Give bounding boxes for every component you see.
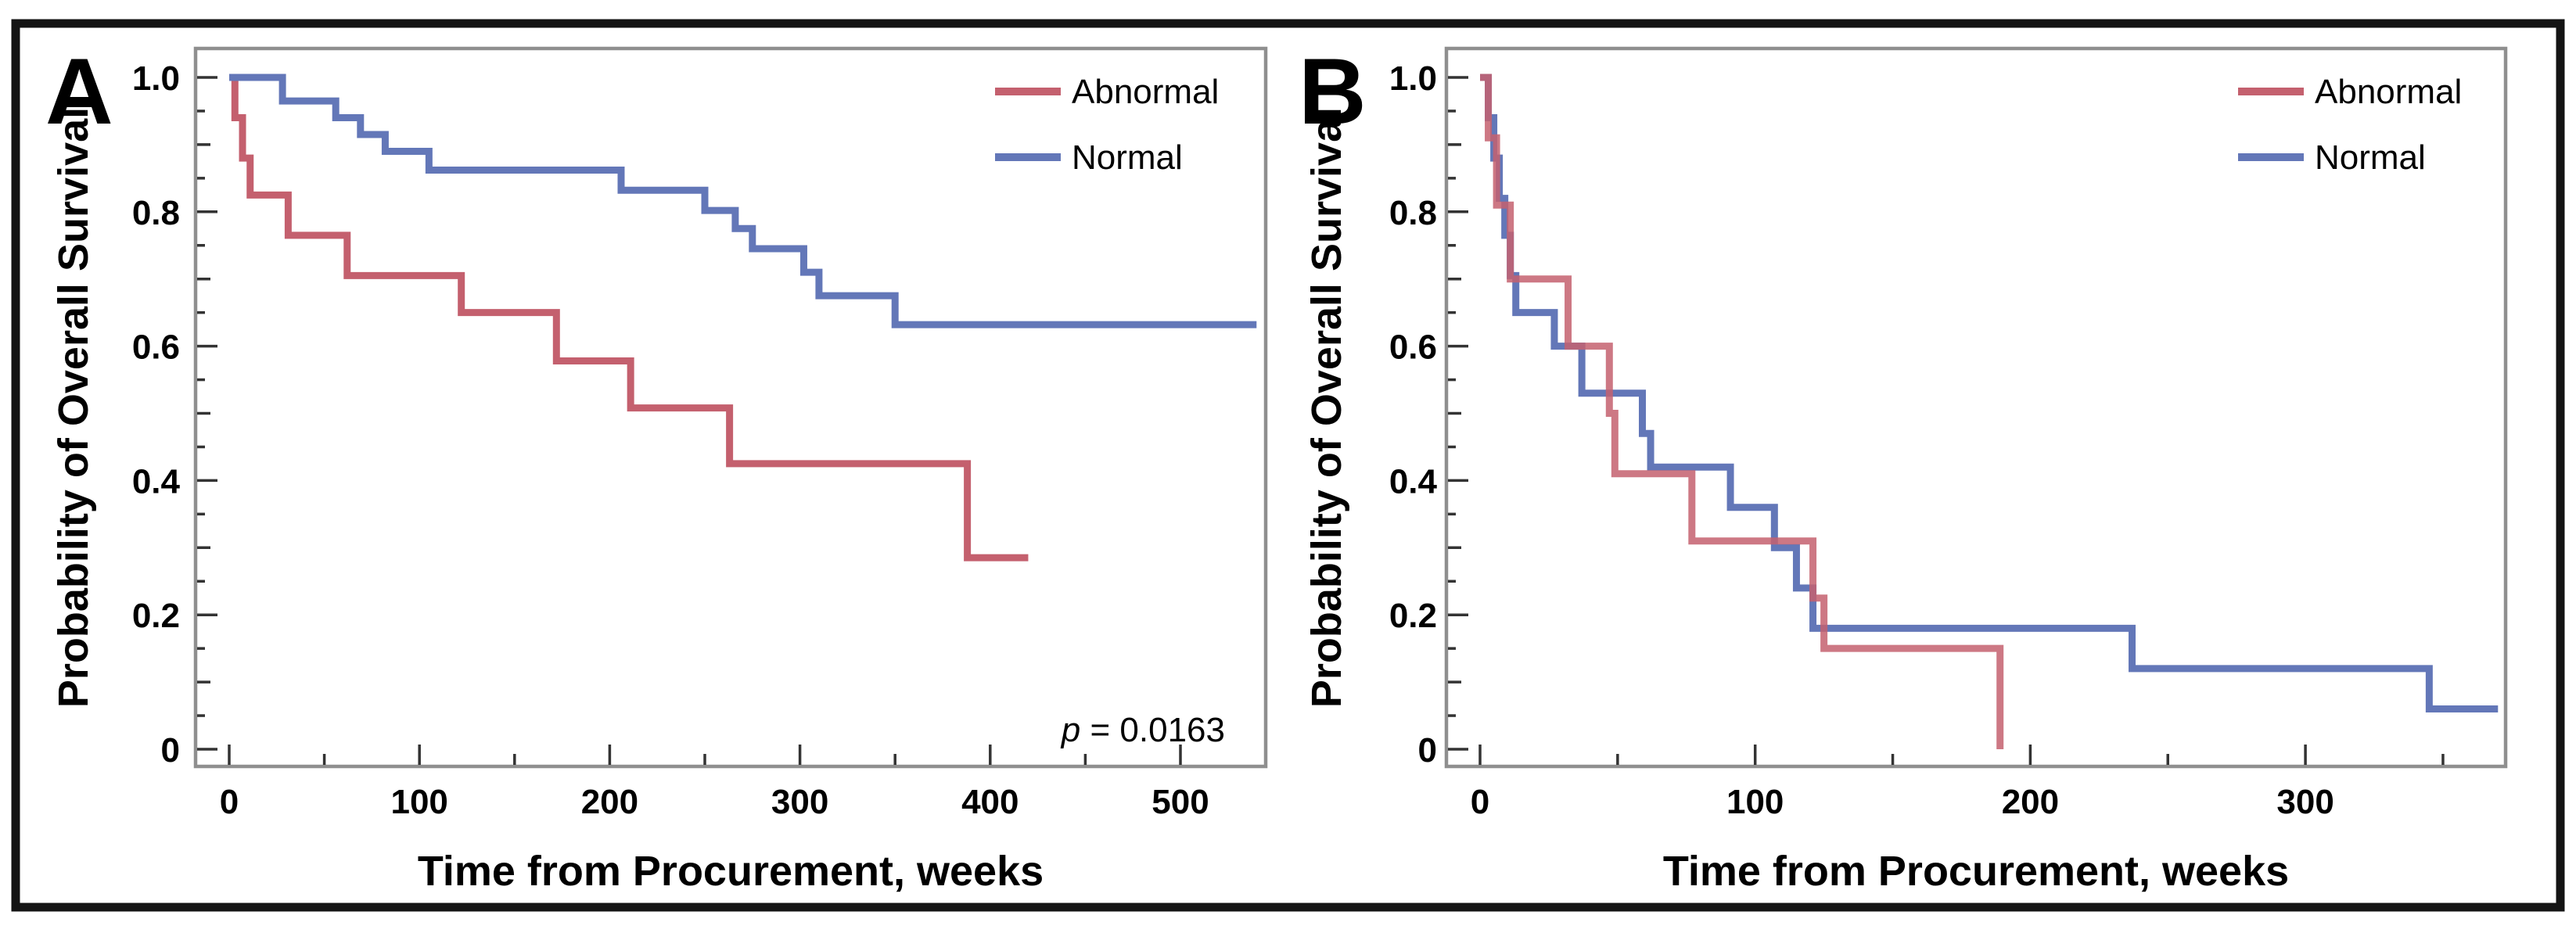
y-axis-tick-label: 0.6 xyxy=(1389,328,1437,367)
panel-b-plot: 1.0 0.8 0.6 0.4 0.2 00 100 200 300 xyxy=(1389,46,2508,821)
panel-a-x-axis-title: Time from Procurement, weeks xyxy=(418,848,1044,895)
x-axis-tick-label: 500 xyxy=(1151,783,1209,821)
panel-a: A Probability of Overall Survival Time f… xyxy=(45,39,1268,895)
panel-b-y-axis-title: Probability of Overall Survival xyxy=(1303,107,1350,708)
plot-frame xyxy=(193,46,1268,769)
x-axis-tick-label: 300 xyxy=(771,783,828,821)
legend-abnormal-label: Abnormal xyxy=(1072,73,1219,111)
y-axis-tick-label: 0.4 xyxy=(1389,462,1438,501)
legend-normal-label: Normal xyxy=(1072,138,1183,177)
plot-frame xyxy=(1444,46,2508,769)
y-axis-tick-label: 0.8 xyxy=(132,194,180,232)
panel-b: B Probability of Overall Survival Time f… xyxy=(1299,39,2508,895)
panel-a-plot: 1.0 0.8 0.6 0.4 0.2 0 0 100 200 300 400 500 xyxy=(132,46,1268,821)
x-axis-tick-label: 0 xyxy=(220,783,239,821)
panel-a-y-axis-title: Probability of Overall Survival xyxy=(50,107,97,708)
x-axis-tick-label: 400 xyxy=(961,783,1019,821)
x-axis-tick-label: 100 xyxy=(1726,783,1784,821)
x-axis-tick-label: 300 xyxy=(2276,783,2333,821)
km-curve-abnormal xyxy=(229,74,1029,562)
panel-a-legend: Abnormal Normal xyxy=(995,73,1219,177)
y-axis-tick-label: 0.4 xyxy=(132,462,181,501)
y-axis-tick-label: 0 xyxy=(1418,731,1437,770)
x-axis-tick-label: 100 xyxy=(390,783,447,821)
legend-normal-label: Normal xyxy=(2315,138,2426,177)
figure-outer-border xyxy=(11,19,2565,912)
p-value-symbol: p xyxy=(1060,711,1080,749)
panel-a-letter: A xyxy=(45,39,113,144)
x-axis-tick-label: 0 xyxy=(1471,783,1489,821)
y-axis-tick-label: 0 xyxy=(161,731,180,770)
panel-b-legend: Abnormal Normal xyxy=(2238,73,2462,177)
y-axis-tick-label: 1.0 xyxy=(1389,59,1437,98)
y-axis-tick-label: 0.2 xyxy=(1389,597,1437,635)
p-value-annotation: p = 0.0163 xyxy=(1060,711,1225,749)
y-axis-tick-label: 0.2 xyxy=(132,597,180,635)
x-axis-tick-label: 200 xyxy=(2002,783,2059,821)
panel-b-letter: B xyxy=(1299,39,1367,144)
panel-b-x-axis-title: Time from Procurement, weeks xyxy=(1663,848,2289,895)
legend-abnormal-label: Abnormal xyxy=(2315,73,2462,111)
y-axis-tick-label: 0.8 xyxy=(1389,194,1437,232)
y-axis-tick-label: 1.0 xyxy=(132,59,180,98)
km-curve-normal xyxy=(229,74,1257,328)
x-axis-tick-label: 200 xyxy=(581,783,638,821)
p-value-number: = 0.0163 xyxy=(1080,711,1225,749)
y-axis-tick-label: 0.6 xyxy=(132,328,180,367)
km-curve-abnormal xyxy=(1480,74,2004,749)
